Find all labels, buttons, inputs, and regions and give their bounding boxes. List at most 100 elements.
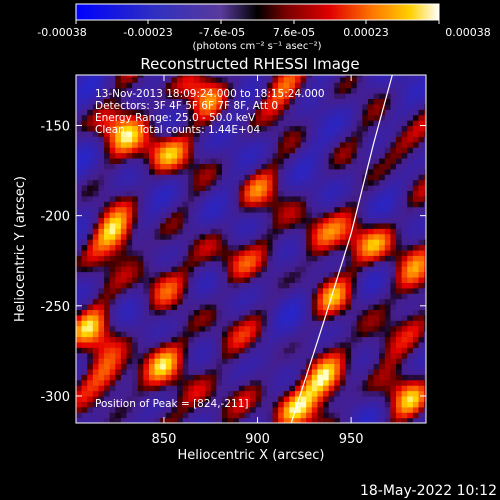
heatmap-cell [165,82,173,89]
heatmap-cell [379,401,386,408]
heatmap-cell [407,130,414,137]
heatmap-cell [272,120,279,127]
heatmap-cell [345,222,352,229]
heatmap-cell [109,347,116,354]
heatmap-cell [396,174,403,181]
heatmap-cell [272,82,279,89]
heatmap-cell [367,255,375,262]
heatmap-cell [339,109,347,116]
heatmap-cell [132,76,139,83]
heatmap-cell [328,212,335,219]
heatmap-cell [306,222,313,229]
heatmap-cell [244,374,251,381]
heatmap-cell [115,212,122,219]
heatmap-cell [289,130,296,137]
x-tick-label: 900 [245,432,270,447]
heatmap-cell [418,314,425,321]
heatmap-cell [104,109,111,116]
heatmap-cell [126,331,133,338]
heatmap-cell [109,276,116,283]
heatmap-cell [334,195,341,202]
heatmap-cell [373,222,380,229]
heatmap-cell [188,260,195,267]
heatmap-cell [367,98,375,105]
heatmap-cell [205,163,212,170]
heatmap-cell [81,184,88,191]
heatmap-cell [193,82,201,89]
heatmap-cell [278,368,285,375]
heatmap-cell [317,179,324,186]
heatmap-cell [216,282,223,289]
heatmap-cell [283,314,290,321]
heatmap-cell [283,76,290,83]
heatmap-cell [362,395,369,402]
heatmap-cell [323,282,330,289]
heatmap-cell [205,114,212,121]
heatmap-cell [300,374,307,381]
heatmap-cell [76,114,83,121]
heatmap-cell [165,395,173,402]
heatmap-cell [81,244,88,251]
heatmap-cell [334,347,341,354]
heatmap-cell [266,163,274,170]
heatmap-cell [278,417,285,423]
heatmap-cell [154,244,161,251]
heatmap-cell [171,303,178,310]
heatmap-cell [132,109,139,116]
heatmap-cell [373,385,380,392]
heatmap-cell [143,244,150,251]
heatmap-cell [92,152,100,159]
heatmap-cell [345,363,352,370]
heatmap-cell [233,130,240,137]
heatmap-cell [272,309,279,316]
heatmap-cell [92,103,100,110]
heatmap-cell [311,147,319,154]
heatmap-cell [396,276,403,283]
heatmap-cell [244,157,251,164]
heatmap-cell [76,347,83,354]
heatmap-cell [188,147,195,154]
heatmap-cell [244,341,251,348]
heatmap-cell [81,125,88,132]
heatmap-cell [362,125,369,132]
heatmap-cell [266,260,274,267]
heatmap-cell [401,120,408,127]
heatmap-cell [188,222,195,229]
heatmap-cell [412,303,420,310]
heatmap-cell [418,109,425,116]
heatmap-cell [193,255,201,262]
heatmap-cell [104,325,111,332]
heatmap-cell [283,152,290,159]
heatmap-cell [76,157,83,164]
heatmap-cell [182,282,189,289]
heatmap-cell [104,233,111,240]
heatmap-cell [165,120,173,127]
heatmap-cell [92,130,100,137]
heatmap-cell [401,212,408,219]
heatmap-cell [345,179,352,186]
heatmap-cell [272,379,279,386]
heatmap-cell [210,157,217,164]
heatmap-cell [104,282,111,289]
heatmap-cell [250,239,257,246]
heatmap-cell [424,406,426,413]
heatmap-cell [384,298,392,305]
heatmap-cell [373,174,380,181]
heatmap-cell [356,406,363,413]
heatmap-cell [306,195,313,202]
heatmap-cell [227,190,234,197]
heatmap-cell [261,228,268,235]
heatmap-cell [328,125,335,132]
heatmap-cell [115,352,122,359]
heatmap-cell [367,390,375,397]
heatmap-cell [171,358,178,365]
heatmap-cell [401,395,408,402]
heatmap-cell [154,103,161,110]
heatmap-cell [272,141,279,148]
heatmap-cell [412,368,420,375]
heatmap-cell [345,212,352,219]
heatmap-cell [255,239,262,246]
heatmap-cell [418,125,425,132]
heatmap-cell [87,228,94,235]
heatmap-cell [193,93,201,100]
